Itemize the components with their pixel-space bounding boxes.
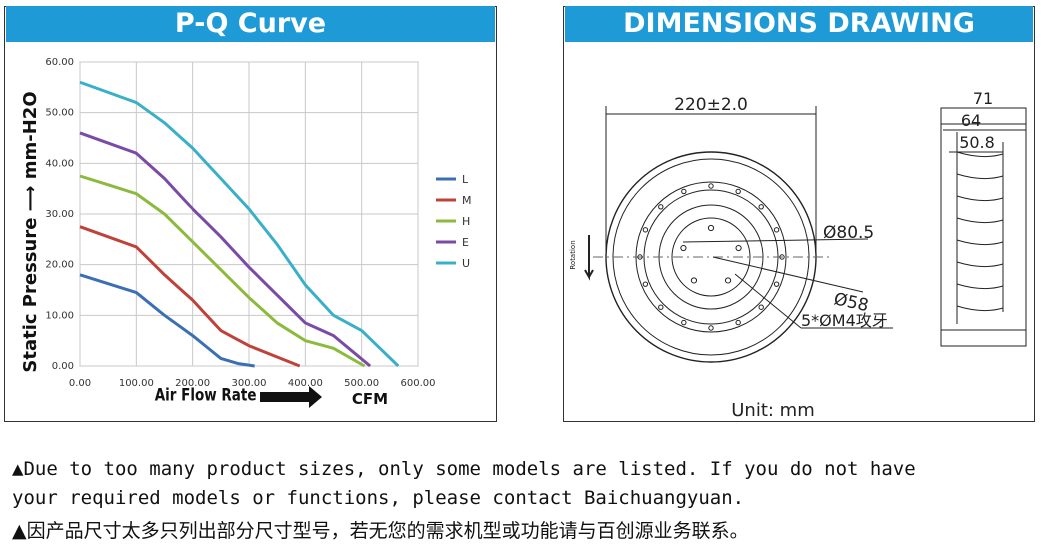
screw-hole: [707, 224, 715, 232]
side-blade: [956, 261, 1004, 268]
pq-legend-label-E: E: [462, 236, 469, 249]
leader-80: [682, 238, 869, 243]
mount-hole: [735, 188, 741, 195]
dims-unit: Unit: mm: [731, 400, 815, 421]
note-en-line-1: ▲Due to too many product sizes, only som…: [12, 458, 916, 480]
screw-hole: [680, 244, 687, 252]
arrow-right-icon: [260, 386, 322, 408]
dim-w50: 50.8: [959, 133, 995, 152]
dims-drawing: Rotation 220±2.0 Ø80.5 Ø58 5*ØM4攻牙 71 64…: [569, 89, 1027, 421]
pq-grid: [79, 61, 419, 367]
pq-xtick-label: 0.00: [69, 378, 91, 389]
pq-title: P-Q Curve: [6, 6, 495, 42]
pq-xtick-label: 100.00: [119, 378, 154, 389]
fan-motor: [671, 217, 751, 297]
dim-screw: 5*ØM4攻牙: [801, 311, 888, 330]
mount-hole: [735, 319, 741, 326]
mount-hole: [637, 254, 643, 260]
mount-hole: [773, 281, 780, 287]
pq-chart: 0.00 10.00 20.00 30.00 40.00 50.00 60.00 0.00 1…: [20, 57, 472, 408]
pq-ytick-label: 30.00: [45, 209, 74, 220]
pq-series-line-H: [79, 174, 366, 368]
screw-hole: [735, 244, 742, 252]
screw-hole: [724, 277, 732, 284]
mount-hole: [642, 227, 649, 233]
rotation-label: Rotation: [569, 240, 577, 269]
mount-hole: [708, 325, 714, 331]
leader-m4: [734, 273, 802, 329]
mount-hole: [642, 281, 649, 287]
pq-series-line-L: [79, 273, 256, 368]
mount-hole: [758, 304, 764, 310]
mount-hole: [758, 204, 764, 210]
pq-xtick-label: 500.00: [344, 378, 379, 389]
pq-ytick-label: 50.00: [45, 108, 74, 119]
pq-legend-label-H: H: [462, 215, 470, 228]
pq-ytick-label: 60.00: [45, 57, 74, 68]
pq-xtick-label: 600.00: [401, 378, 436, 389]
pq-ytick-label: 10.00: [45, 310, 74, 321]
side-blade: [956, 151, 1004, 158]
note-cn-line: ▲因产品尺寸太多只列出部分尺寸型号，若无您的需求机型或功能请与百创源业务联系。: [12, 520, 749, 542]
side-blade: [956, 195, 1004, 202]
pq-series: [79, 80, 400, 368]
dim-outer-diameter: 220±2.0: [674, 95, 748, 115]
pq-legend-label-M: M: [462, 194, 472, 207]
pq-ytick-label: 0.00: [52, 361, 74, 372]
dim-w71: 71: [973, 89, 993, 108]
pq-series-line-U: [79, 80, 400, 368]
dim-w64: 64: [961, 111, 981, 130]
pq-x-axis-unit: CFM: [352, 390, 388, 408]
pq-xtick-label: 400.00: [288, 378, 323, 389]
pq-x-axis-label: Air Flow Rate: [155, 385, 257, 405]
dim-d80: Ø80.5: [823, 223, 874, 243]
side-blade: [956, 283, 1004, 290]
leader-58: [712, 256, 864, 293]
mount-hole: [779, 254, 785, 260]
side-blade: [956, 305, 1004, 312]
pq-legend-label-L: L: [462, 173, 469, 186]
side-blades: [956, 151, 1004, 312]
mount-hole: [658, 204, 664, 210]
pq-yticks: 0.00 10.00 20.00 30.00 40.00 50.00 60.00: [45, 57, 74, 372]
note-en-line-2: your required models or functions, pleas…: [12, 487, 745, 509]
dims-title: DIMENSIONS DRAWING: [565, 6, 1033, 42]
pq-legend-label-U: U: [462, 257, 470, 270]
pq-ytick-label: 20.00: [45, 260, 74, 271]
mount-hole: [681, 319, 687, 326]
pq-xtick-label: 300.00: [232, 378, 267, 389]
side-blade: [956, 217, 1004, 224]
rotation-arrow-icon: [584, 235, 594, 281]
mount-hole: [658, 304, 664, 310]
pq-y-axis-label: Static Pressure ⟶ mm-H2O: [20, 91, 41, 372]
side-blade: [956, 239, 1004, 246]
fan-holes: [637, 183, 785, 331]
side-blade: [956, 173, 1004, 180]
mount-hole: [681, 188, 687, 195]
mount-hole: [773, 227, 780, 233]
pq-xticks: 0.00 100.00 200.00 300.00 400.00 500.00 600.00: [69, 378, 436, 389]
pq-series-line-M: [79, 225, 301, 368]
pq-xtick-label: 200.00: [175, 378, 210, 389]
mount-hole: [708, 183, 714, 189]
screw-hole: [690, 277, 698, 284]
pq-series-line-E: [79, 131, 372, 368]
pq-ytick-label: 40.00: [45, 158, 74, 169]
